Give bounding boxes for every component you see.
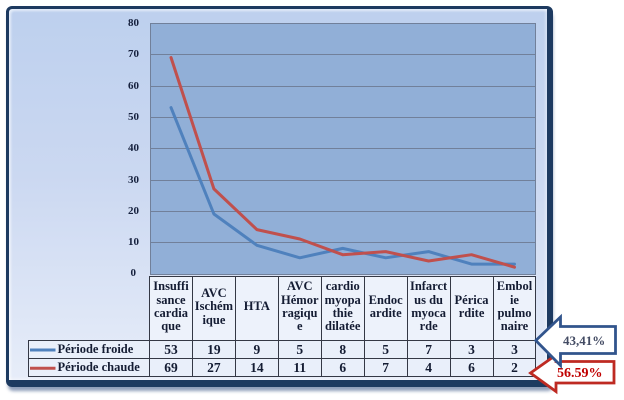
svg-text:56.59%: 56.59% bbox=[557, 366, 603, 381]
svg-text:43,41%: 43,41% bbox=[563, 333, 605, 348]
